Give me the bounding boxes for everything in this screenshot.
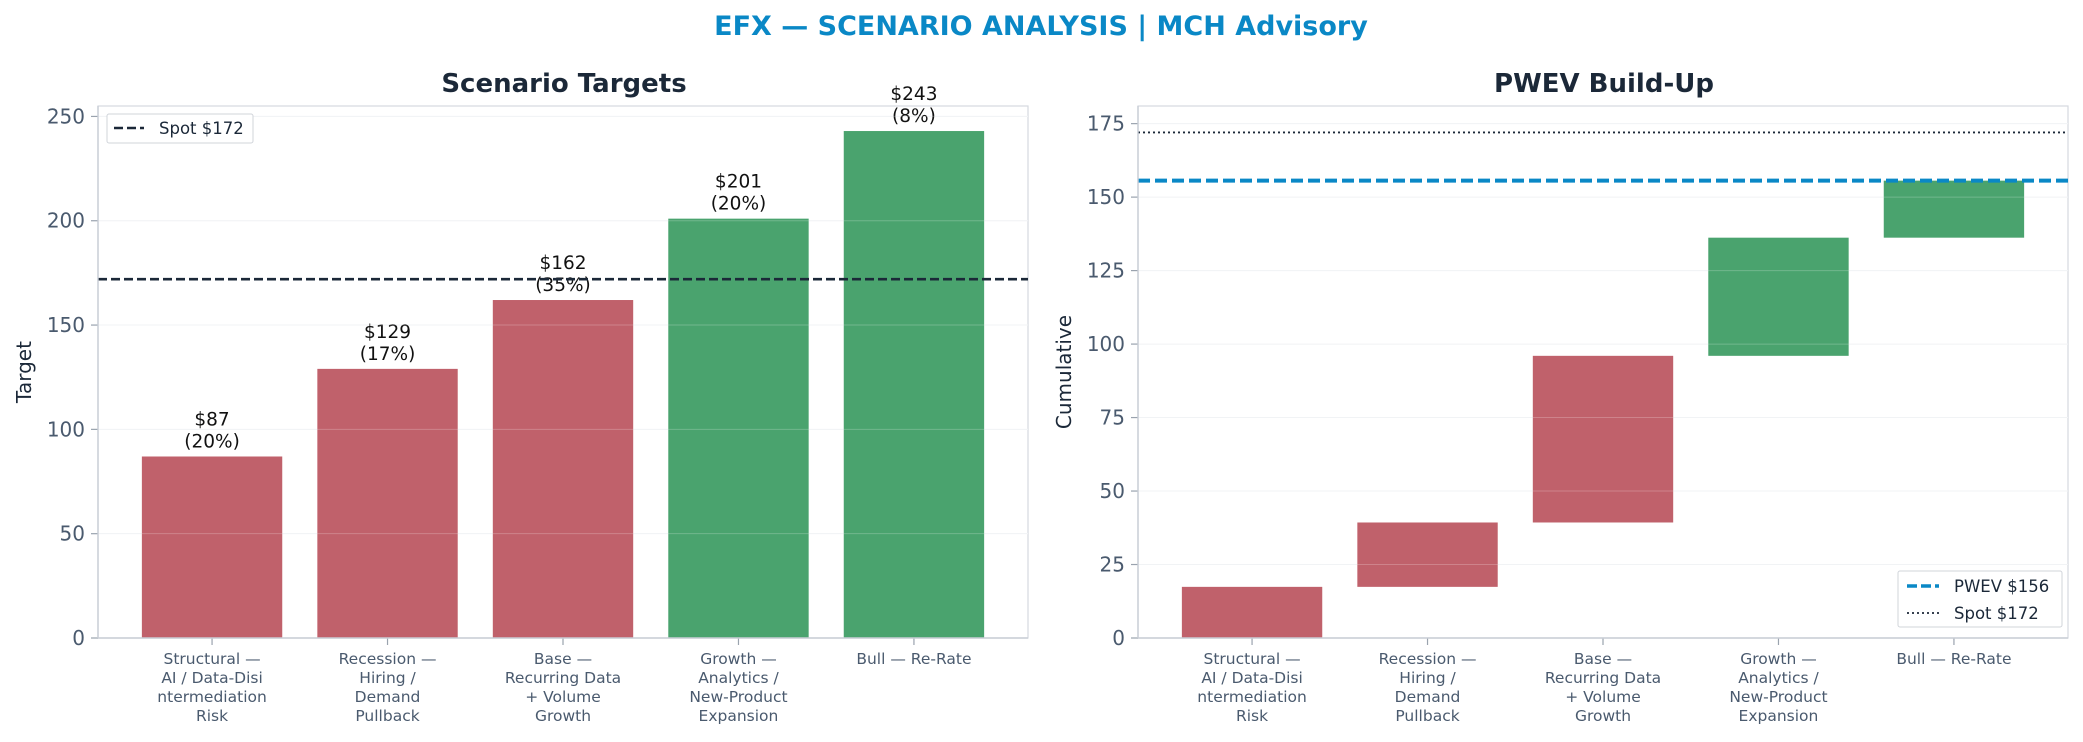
x-tick-label-line: + Volume (1565, 688, 1641, 706)
legend: PWEV $156 Spot $172 (1897, 570, 2063, 628)
x-tick-label: Base — Recurring Data + Volume Growth (1545, 650, 1661, 725)
chart-title: Scenario Targets (441, 69, 686, 99)
x-tick-label-line: New-Product (689, 688, 787, 706)
y-tick-label: 50 (60, 522, 85, 546)
bar (492, 300, 634, 638)
data-label-line: $129 (364, 322, 411, 343)
figure-suptitle: EFX — SCENARIO ANALYSIS | MCH Advisory (714, 11, 1368, 42)
x-tick-label-line: Pullback (1395, 707, 1459, 725)
data-label-line: (35%) (535, 275, 591, 296)
x-tick-label: Bull — Re-Rate (1896, 650, 2011, 668)
x-tick-label-line: Base — (1574, 650, 1632, 668)
y-tick-label: 100 (1087, 332, 1125, 356)
x-tick-label-line: Recurring Data (505, 669, 621, 687)
data-label: $201 (20%) (711, 172, 767, 215)
data-label: $129 (17%) (360, 322, 416, 365)
x-tick-label-line: Analytics / (698, 669, 779, 687)
x-tick-label: Recession — Hiring / Demand Pullback (339, 650, 437, 725)
y-tick-label: 100 (47, 417, 85, 441)
legend: Spot $172 (106, 113, 254, 144)
y-tick-label: 150 (1087, 185, 1125, 209)
x-tick-label-line: ntermediation (157, 688, 267, 706)
x-tick-label-line: Expansion (1739, 707, 1819, 725)
pwev-buildup-chart: PWEV Build-Up Cumulative 0 25 50 75 100 125 15… (1052, 69, 2069, 725)
x-tick-label-line: Demand (355, 688, 421, 706)
bar (1883, 180, 2025, 238)
y-tick-label: 175 (1087, 112, 1125, 136)
x-tick-label: Bull — Re-Rate (856, 650, 971, 668)
bar (1708, 237, 1849, 356)
data-label: $87 (20%) (184, 409, 240, 452)
legend-box (106, 113, 254, 144)
x-tick-label-line: Hiring / (359, 669, 416, 687)
x-tick-label-line: + Volume (525, 688, 601, 706)
y-tick-label: 0 (1112, 626, 1125, 650)
data-label: $243 (8%) (890, 84, 937, 127)
data-label-line: (8%) (892, 106, 936, 127)
y-tick-label: 50 (1100, 479, 1125, 503)
x-tick-label-line: Structural — (1203, 650, 1300, 668)
y-tick-label: 200 (47, 209, 85, 233)
data-label-line: (20%) (184, 431, 240, 452)
x-tick-label-line: Growth — (1740, 650, 1817, 668)
x-tick-label: Recession — Hiring / Demand Pullback (1379, 650, 1477, 725)
y-tick-label: 0 (72, 626, 85, 650)
x-tick-label-line: Growth (535, 707, 591, 725)
x-tick-label-line: Bull — Re-Rate (856, 650, 971, 668)
x-tick-label: Structural — AI / Data-Disi ntermediation R… (1197, 650, 1307, 725)
bar (141, 456, 283, 638)
x-tick-label: Growth — Analytics / New-Product Expansion (689, 650, 787, 725)
x-tick-label-line: New-Product (1729, 688, 1827, 706)
data-label: $162 (35%) (535, 253, 591, 296)
bar (1357, 522, 1498, 587)
y-tick-label: 75 (1100, 406, 1125, 430)
x-tick-label-line: ntermediation (1197, 688, 1307, 706)
x-tick-label-line: Analytics / (1738, 669, 1819, 687)
x-tick-label: Structural — AI / Data-Disi ntermediation R… (157, 650, 267, 725)
x-tick-label: Growth — Analytics / New-Product Expansion (1729, 650, 1827, 725)
x-tick-label-line: Recurring Data (1545, 669, 1661, 687)
chart-marks: 0 25 50 75 100 125 150 175 Structural — AI / Data… (1087, 105, 2069, 725)
legend-spot-label: Spot $172 (1954, 604, 2039, 623)
x-tick-label-line: Growth (1575, 707, 1631, 725)
bar (668, 218, 809, 639)
y-tick-label: 125 (1087, 259, 1125, 283)
y-tick-label: 250 (47, 104, 85, 128)
x-tick-label-line: Risk (196, 707, 228, 725)
x-tick-label-line: AI / Data-Disi (161, 669, 262, 687)
data-label-line: (20%) (711, 194, 767, 215)
x-tick-label-line: Recession — (1379, 650, 1477, 668)
y-tick-label: 25 (1100, 553, 1125, 577)
bar (1532, 355, 1674, 523)
chart-title: PWEV Build-Up (1494, 69, 1714, 99)
x-tick-label-line: Recession — (339, 650, 437, 668)
legend-spot-label: Spot $172 (159, 119, 244, 138)
bar (1181, 586, 1323, 638)
x-tick-label: Base — Recurring Data + Volume Growth (505, 650, 621, 725)
x-tick-label-line: Demand (1395, 688, 1461, 706)
x-tick-label-line: Risk (1236, 707, 1268, 725)
x-tick-label-line: AI / Data-Disi (1201, 669, 1302, 687)
x-tick-label-line: Hiring / (1399, 669, 1456, 687)
y-axis-label: Target (12, 341, 36, 404)
y-axis-label: Cumulative (1052, 315, 1076, 429)
x-tick-label-line: Pullback (355, 707, 419, 725)
legend-pwev-label: PWEV $156 (1954, 577, 2049, 596)
x-tick-label-line: Bull — Re-Rate (1896, 650, 2011, 668)
data-label-line: (17%) (360, 344, 416, 365)
y-tick-label: 150 (47, 313, 85, 337)
x-tick-label-line: Structural — (163, 650, 260, 668)
bar (843, 131, 985, 639)
data-label-line: $243 (890, 84, 937, 105)
x-tick-label-line: Expansion (699, 707, 779, 725)
chart-marks: 0 50 100 150 200 250 Structural — AI / Data-Dis… (47, 84, 1029, 725)
x-tick-label-line: Growth — (700, 650, 777, 668)
data-label-line: $87 (194, 409, 229, 430)
data-label-line: $162 (539, 253, 586, 274)
bar (317, 368, 458, 638)
x-tick-label-line: Base — (534, 650, 592, 668)
data-label-line: $201 (715, 172, 762, 193)
scenario-targets-chart: Scenario Targets Target 0 50 100 150 200 250 S… (12, 69, 1029, 725)
